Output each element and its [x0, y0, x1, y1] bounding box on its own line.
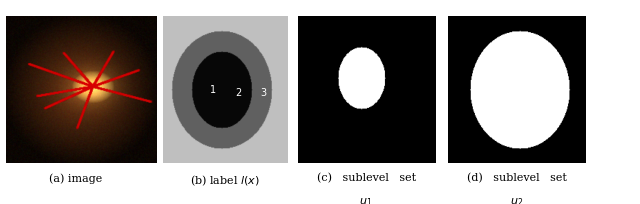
Text: (c)   sublevel   set: (c) sublevel set	[317, 173, 415, 184]
Text: (b) label $l(x)$: (b) label $l(x)$	[190, 173, 260, 188]
Text: $u_2$: $u_2$	[510, 196, 523, 204]
Text: (a) image: (a) image	[49, 173, 102, 184]
Text: (d)   sublevel   set: (d) sublevel set	[467, 173, 566, 184]
Text: $u_1$: $u_1$	[360, 196, 372, 204]
Text: 1: 1	[211, 85, 216, 95]
Text: 3: 3	[260, 88, 266, 98]
Text: 2: 2	[236, 88, 241, 98]
